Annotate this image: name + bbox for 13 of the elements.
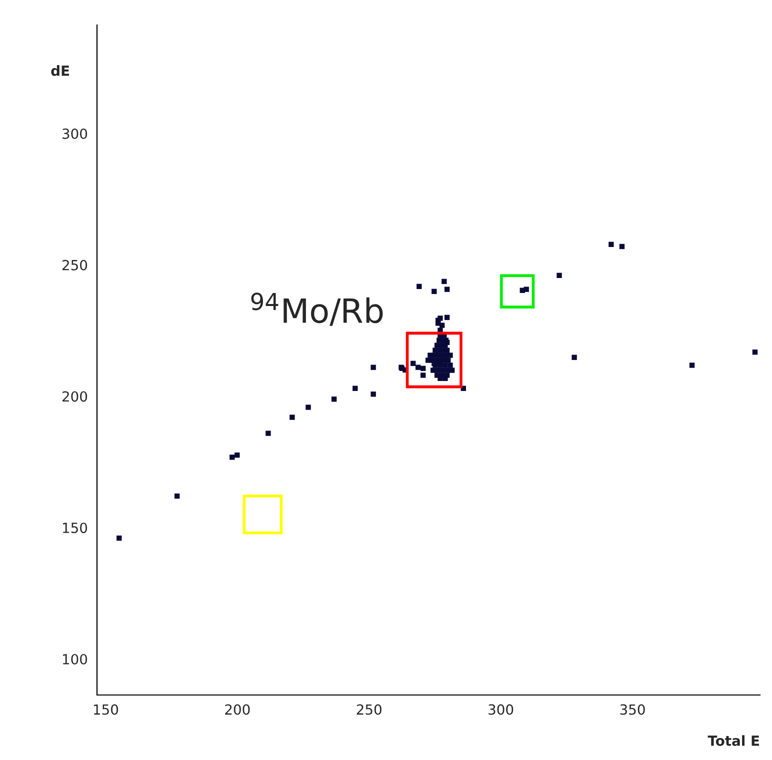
x-tick-label: 200	[225, 704, 250, 715]
x-tick-label: 250	[356, 704, 382, 715]
y-tick-label: 100	[62, 654, 88, 664]
x-tick-label: 150	[94, 704, 118, 715]
y-tick-label: 300	[62, 128, 88, 139]
annotation: $^{94}$Mo/Rb	[251, 292, 383, 326]
y-tick-label: 250	[62, 260, 88, 270]
y-axis-title: dE	[51, 65, 69, 76]
y-tick-label: 150	[62, 522, 88, 534]
x-tick-label: 300	[488, 704, 514, 715]
x-tick-label: 350	[620, 704, 645, 715]
x-axis-title: Total E	[708, 735, 759, 746]
y-tick-label: 200	[62, 391, 88, 402]
